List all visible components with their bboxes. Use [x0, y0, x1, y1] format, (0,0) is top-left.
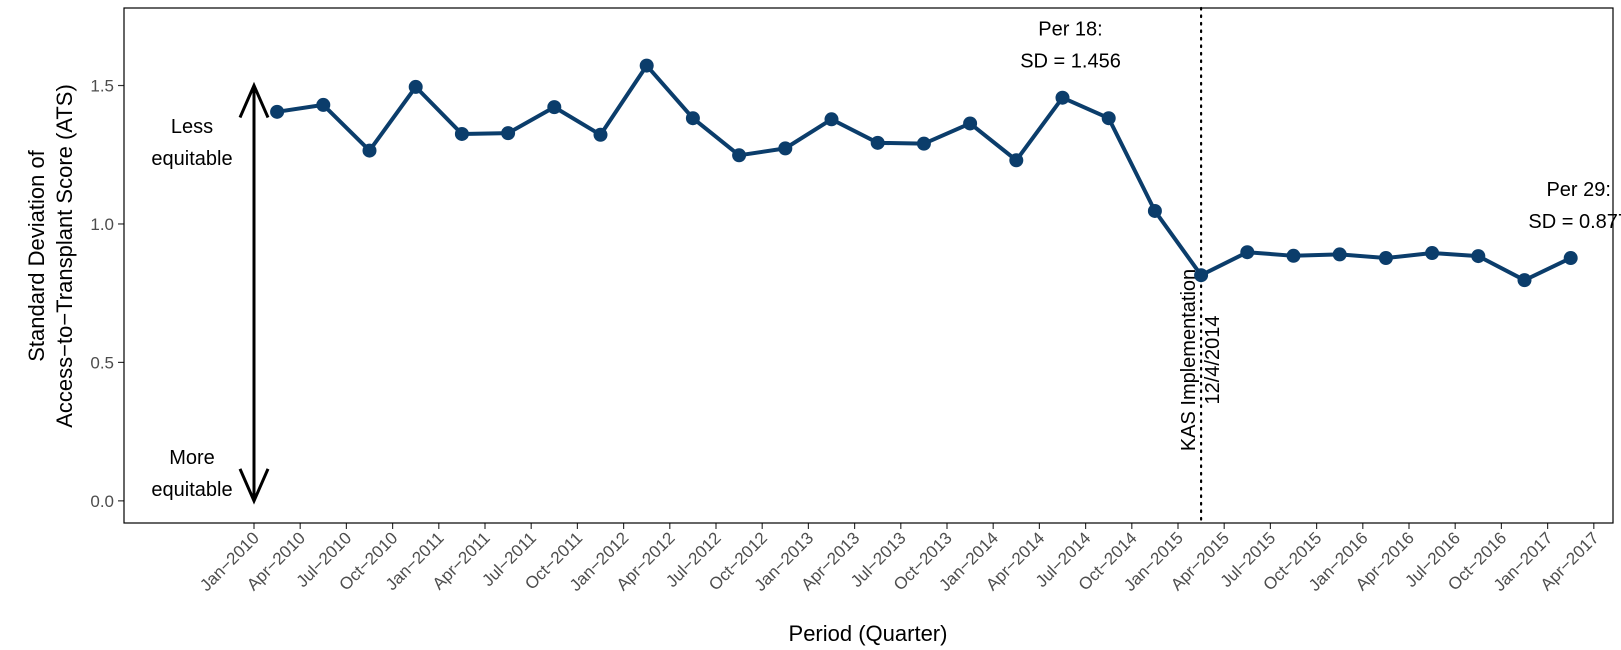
data-point [685, 111, 700, 126]
annotation-line: SD = 0.877 [1528, 211, 1621, 233]
series-points [270, 58, 1578, 288]
y-axis-title-line: Access−to−Transplant Score (ATS) [52, 84, 77, 428]
annotation-line: SD = 1.456 [1020, 51, 1121, 73]
x-axis-ticks: Jan−2010Apr−2010Jul−2010Oct−2010Jan−2011… [196, 523, 1603, 595]
data-point [316, 97, 331, 112]
y-axis-ticks: 0.0 0.5 1.0 1.5 [90, 77, 124, 511]
y-tick-label: 1.0 [90, 215, 114, 234]
data-point [362, 143, 377, 158]
more-equitable-label: equitable [151, 479, 232, 501]
data-point [778, 141, 793, 156]
data-point [1194, 268, 1209, 283]
kas-label-line: KAS Implementation [1178, 269, 1200, 451]
data-point [593, 127, 608, 142]
data-point [1471, 249, 1486, 264]
less-equitable-label: Less [171, 116, 213, 138]
series-line [276, 63, 1572, 283]
point-annotations: Per 18: SD = 1.456 Per 29: SD = 0.877 [1020, 19, 1621, 233]
arrow-head-down [238, 468, 270, 505]
data-point [1332, 247, 1347, 262]
data-point [1240, 245, 1255, 260]
data-point [1286, 248, 1301, 263]
annotation-line: Per 29: [1546, 179, 1610, 201]
data-point [501, 126, 516, 141]
data-point [1147, 203, 1162, 218]
equity-arrow: Less equitable More equitable [151, 81, 270, 505]
data-point [1009, 153, 1024, 168]
data-point [824, 112, 839, 127]
data-point [547, 100, 562, 115]
more-equitable-label: More [169, 447, 215, 469]
y-tick-label: 1.5 [90, 77, 114, 96]
arrow-head-up [238, 81, 270, 119]
y-tick-label: 0.0 [90, 492, 114, 511]
data-point [1517, 273, 1532, 288]
less-equitable-label: equitable [151, 148, 232, 170]
y-axis-title-line: Standard Deviation of [24, 149, 49, 361]
data-point [1425, 246, 1440, 261]
x-axis-title: Period (Quarter) [789, 621, 948, 646]
y-tick-label: 0.5 [90, 353, 114, 372]
data-point [1055, 90, 1070, 105]
data-point [1563, 251, 1578, 266]
kas-label-line: 12/4/2014 [1202, 316, 1224, 405]
data-point [408, 79, 423, 94]
y-axis-title: Standard Deviation of Access−to−Transplan… [24, 84, 77, 428]
series-line-group [276, 63, 1572, 283]
data-point [270, 104, 285, 119]
data-point [1378, 251, 1393, 266]
kas-implementation-marker: KAS Implementation 12/4/2014 [1178, 6, 1224, 525]
plot-panel-border [123, 7, 1614, 524]
data-point [916, 136, 931, 151]
data-point [870, 135, 885, 150]
data-point [1101, 111, 1116, 126]
data-point [639, 58, 654, 73]
data-point [732, 148, 747, 163]
data-point [963, 116, 978, 131]
annotation-line: Per 18: [1038, 19, 1102, 41]
data-point [454, 126, 469, 141]
